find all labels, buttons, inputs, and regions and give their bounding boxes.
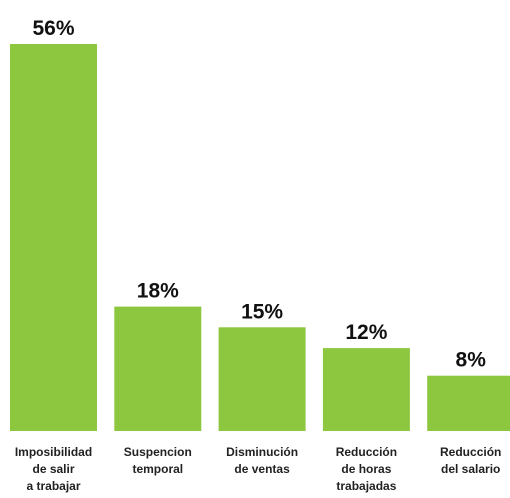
category-label-3: Disminución de ventas xyxy=(226,445,298,476)
bar-5 xyxy=(427,375,510,431)
value-label-5: 8% xyxy=(456,349,487,372)
bar-4 xyxy=(322,348,410,431)
value-labels-group: 56% 18% 15% 12% 8% xyxy=(32,17,486,372)
value-label-1: 56% xyxy=(32,17,74,40)
category-labels-group: Imposibilidad de salir a trabajar Suspencio… xyxy=(15,445,502,493)
value-label-3: 15% xyxy=(241,300,283,323)
bar-1 xyxy=(10,44,97,431)
category-label-4: Reducción de horas trabajadas xyxy=(336,445,397,493)
value-label-4: 12% xyxy=(345,321,387,344)
category-label-2: Suspencion temporal xyxy=(124,445,192,476)
bar-3 xyxy=(218,327,306,431)
bars-group xyxy=(10,44,510,431)
value-label-2: 18% xyxy=(137,280,179,303)
category-label-5: Reducción del salario xyxy=(440,445,501,476)
category-label-1: Imposibilidad de salir a trabajar xyxy=(15,445,92,493)
bar-2 xyxy=(114,306,202,431)
